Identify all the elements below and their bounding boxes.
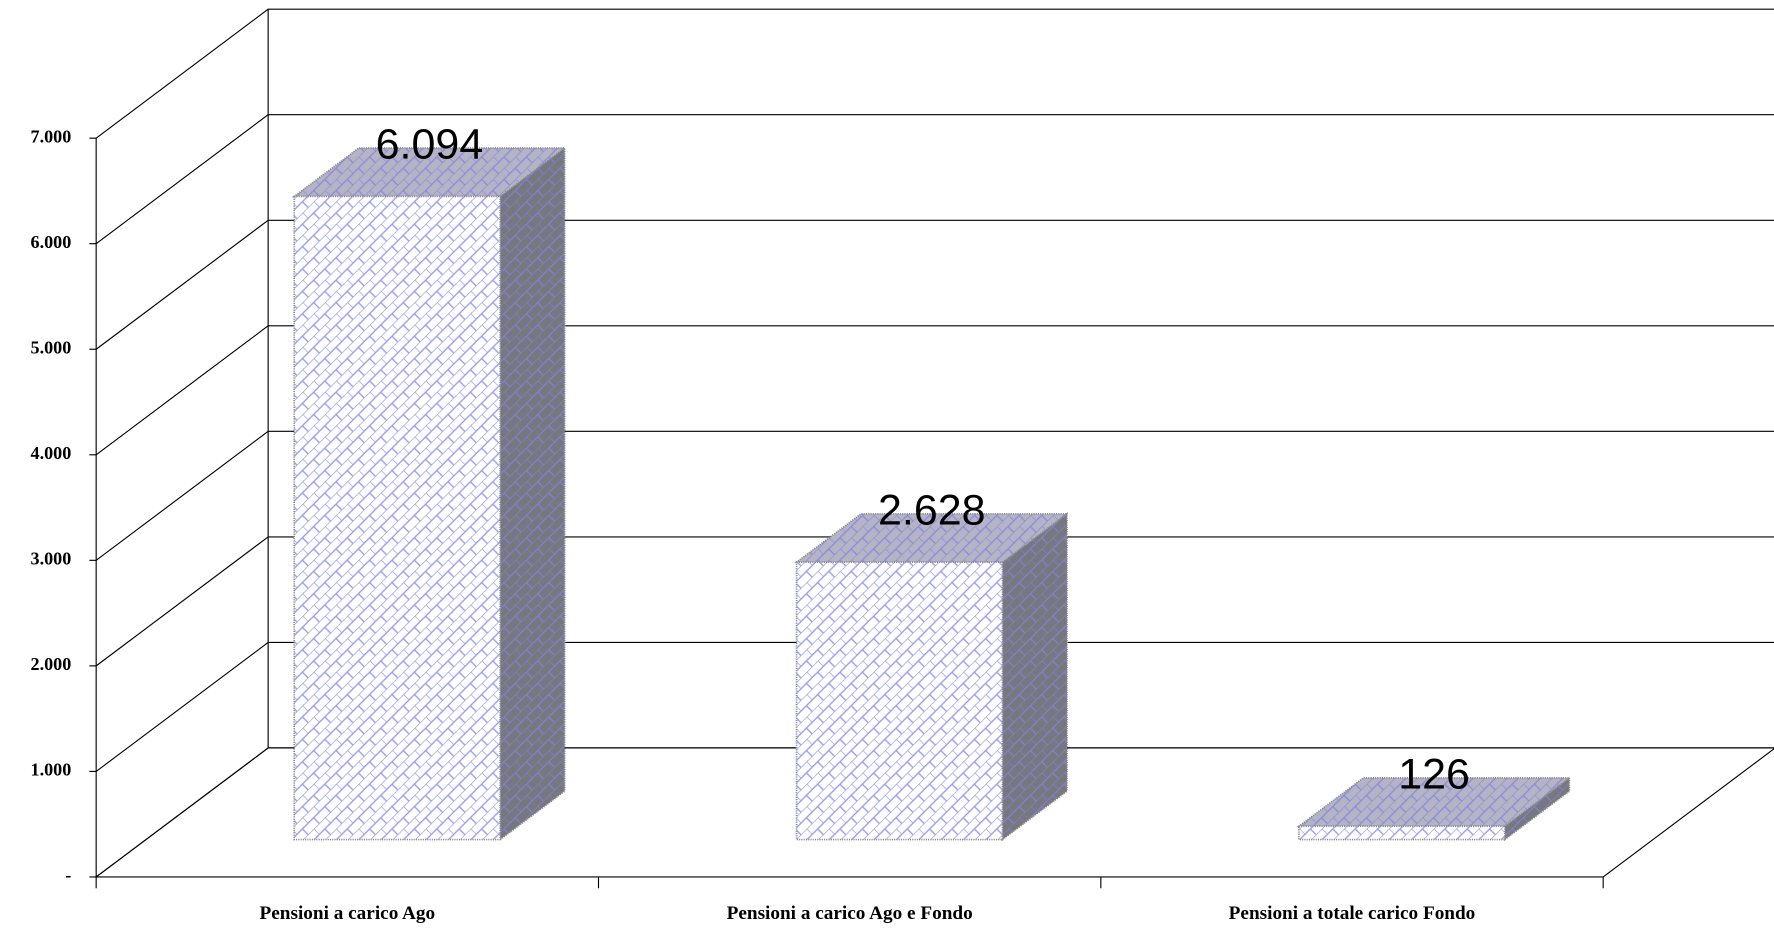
bar-top	[291, 147, 568, 198]
bar-side	[1001, 512, 1068, 842]
y-tick-label: 4.000	[31, 443, 72, 463]
y-tick-label: 3.000	[31, 548, 72, 568]
bar	[795, 561, 1004, 841]
bar-top	[1296, 777, 1572, 828]
bar-top	[794, 512, 1070, 564]
x-tick-label: Pensioni a totale carico Fondo	[1229, 903, 1476, 924]
grid-line	[95, 8, 1774, 139]
bar-side	[499, 146, 566, 842]
grid-line	[95, 641, 1774, 772]
x-tick-label: Pensioni a carico Ago e Fondo	[727, 903, 973, 924]
y-tick-label: 7.000	[31, 126, 72, 146]
bar	[293, 195, 502, 841]
y-tick-label: 1.000	[31, 760, 72, 780]
y-tick-label: 5.000	[31, 337, 72, 357]
grid-line	[95, 219, 1774, 350]
grid-line	[95, 325, 1774, 456]
grid-line	[95, 430, 1774, 561]
grid-line	[95, 747, 1774, 878]
value-label: 2.628	[878, 486, 986, 534]
grid-line	[95, 114, 1774, 245]
x-tick-label: Pensioni a carico Ago	[260, 903, 436, 924]
bar	[1298, 825, 1506, 841]
y-tick-label: 6.000	[31, 232, 72, 252]
y-tick-label: -	[65, 865, 71, 885]
grid-line	[95, 536, 1774, 667]
value-label: 126	[1398, 751, 1470, 799]
value-label: 6.094	[376, 121, 484, 169]
y-tick-label: 2.000	[31, 654, 72, 674]
